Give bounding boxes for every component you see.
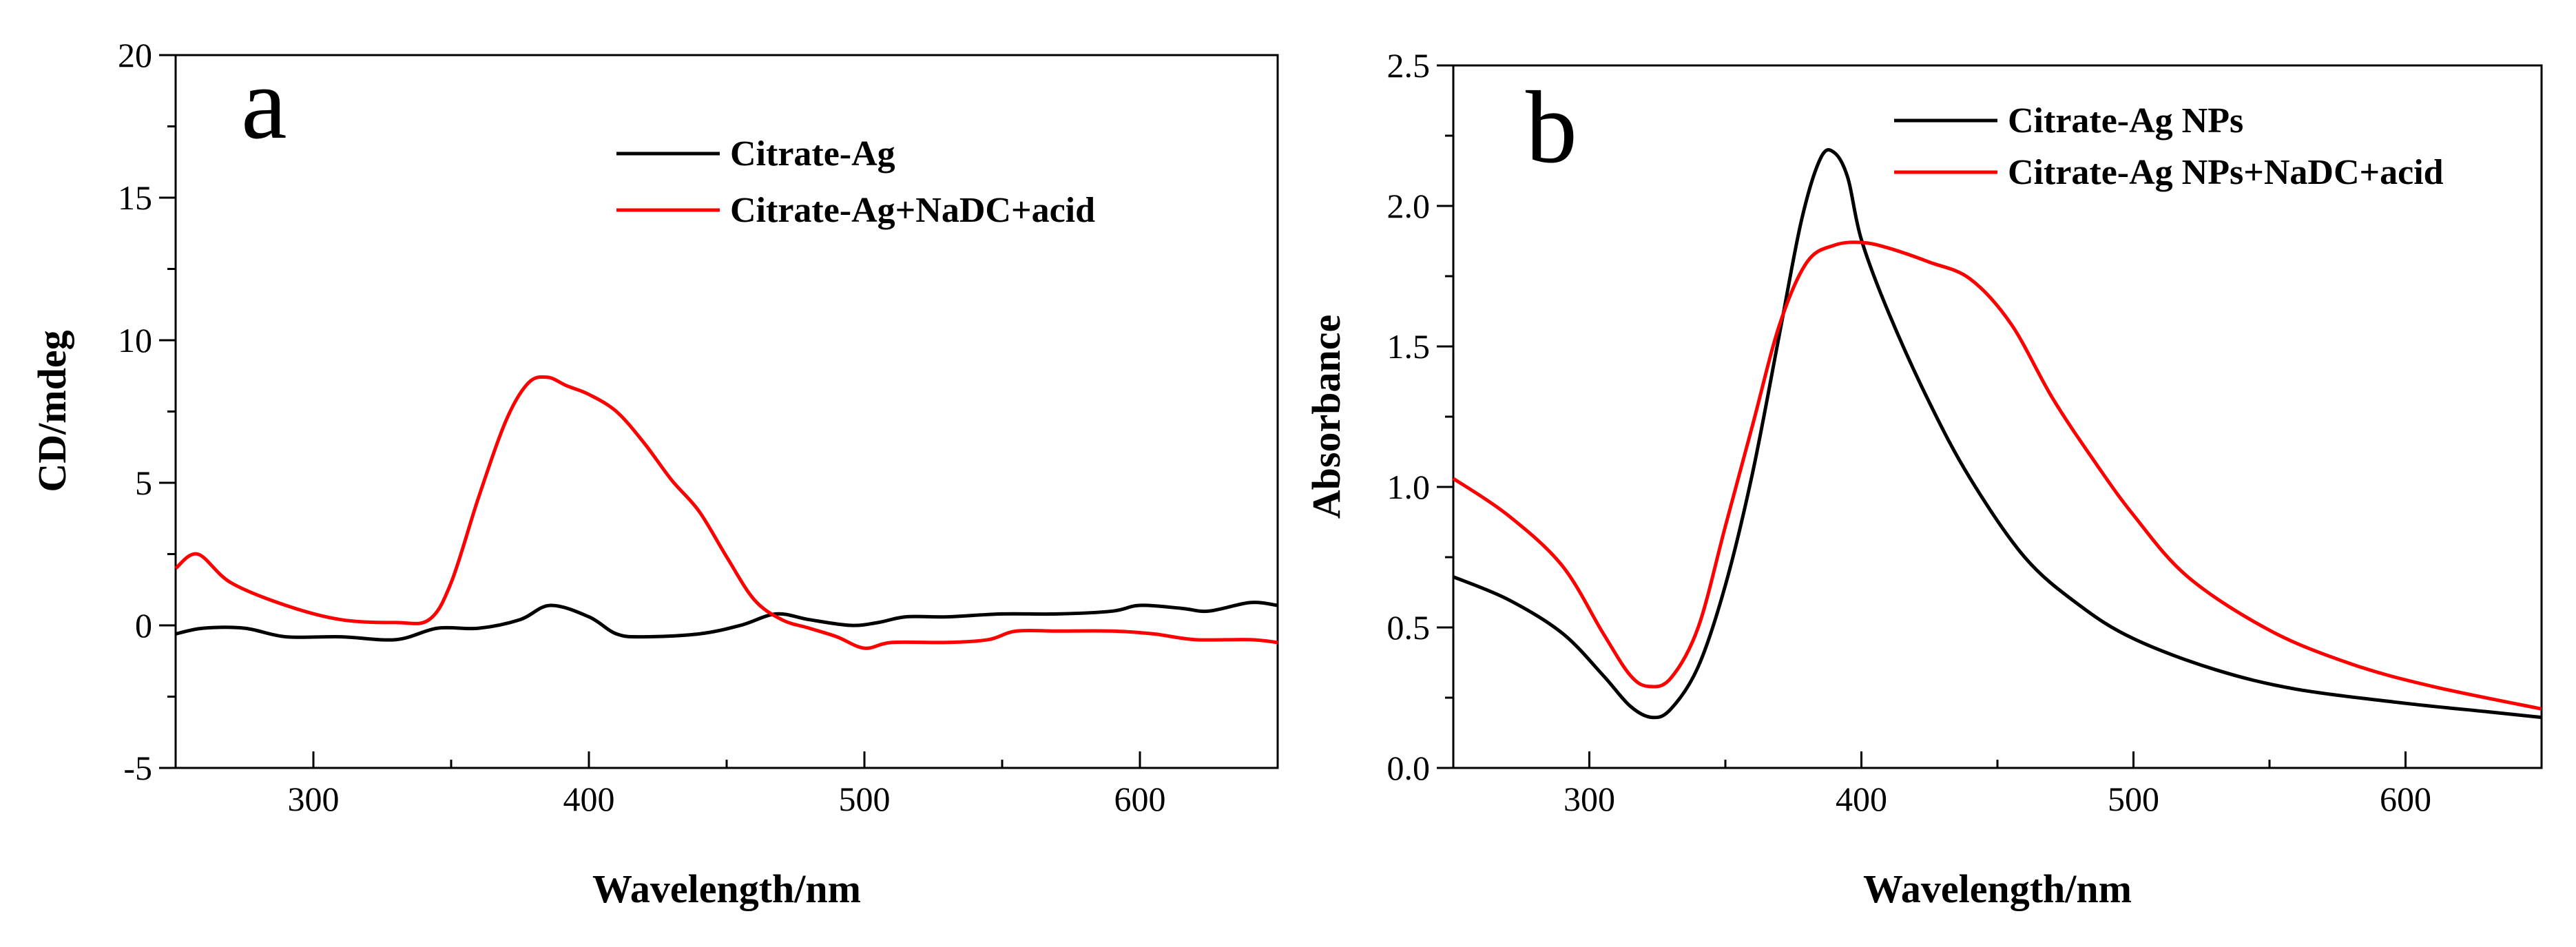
- panel-b-series: [1452, 148, 2542, 720]
- panel-a-plot-frame: [174, 54, 1279, 769]
- x-tick-label: 500: [839, 780, 891, 818]
- series-line-citrate-ag-nps: [1453, 148, 2542, 720]
- y-tick-label: 2.5: [1387, 46, 1431, 85]
- legend-label-citrate-ag: Citrate-Ag: [730, 134, 895, 174]
- x-tick-label: 500: [2108, 780, 2159, 818]
- panel-b-letter: b: [1526, 70, 1577, 185]
- x-tick-label: 400: [1836, 780, 1887, 818]
- y-tick-label: -5: [123, 749, 152, 787]
- panel-a-letter: a: [241, 46, 287, 160]
- y-tick-label: 0: [135, 606, 152, 645]
- panel-a-x-axis-label: Wavelength/nm: [592, 866, 861, 911]
- panel-a-y-axis-label: CD/mdeg: [30, 330, 74, 492]
- panel-a-x-ticks: 300 400 500 600: [174, 751, 1279, 818]
- legend-label-citrate-ag-nadc-acid: Citrate-Ag+NaDC+acid: [730, 191, 1095, 230]
- y-tick-label: 1.0: [1387, 468, 1431, 506]
- y-tick-label: 5: [135, 464, 152, 502]
- panel-b: 300 400 500 600 0.0 0.5 1.0 1.5 2.0 2.5 b Citrat…: [1304, 46, 2543, 911]
- y-tick-label: 2.0: [1387, 187, 1431, 225]
- x-tick-label: 600: [1114, 780, 1166, 818]
- panel-a-series: [174, 375, 1278, 650]
- panel-b-x-axis-label: Wavelength/nm: [1863, 866, 2132, 911]
- y-tick-label: 1.5: [1387, 327, 1431, 366]
- panel-b-y-ticks: 0.0 0.5 1.0 1.5 2.0 2.5: [1387, 46, 1453, 787]
- panel-b-x-ticks: 300 400 500 600: [1452, 751, 2543, 818]
- panel-a-y-ticks: -5 0 5 10 15 20: [118, 36, 176, 787]
- panel-b-y-axis-label: Absorbance: [1304, 315, 1349, 519]
- series-line-citrate-ag: [175, 601, 1278, 642]
- panel-b-legend: Citrate-Ag NPs Citrate-Ag NPs+NaDC+acid: [1894, 101, 2444, 192]
- x-tick-label: 400: [563, 780, 615, 818]
- panel-a-legend: Citrate-Ag Citrate-Ag+NaDC+acid: [616, 134, 1095, 230]
- x-tick-label: 600: [2380, 780, 2431, 818]
- x-tick-label: 300: [288, 780, 340, 818]
- series-line-citrate-ag-nadc-acid: [174, 375, 1278, 650]
- x-tick-label: 300: [1564, 780, 1615, 818]
- panel-a: 300 400 500 600 -5 0 5 10 15 20 a Citrate-Ag Cit…: [30, 36, 1279, 911]
- y-tick-label: 0.0: [1387, 749, 1431, 787]
- y-tick-label: 20: [118, 36, 152, 74]
- y-tick-label: 10: [118, 321, 152, 360]
- legend-label-citrate-ag-nps-nadc-acid: Citrate-Ag NPs+NaDC+acid: [2008, 153, 2444, 192]
- legend-label-citrate-ag-nps: Citrate-Ag NPs: [2008, 101, 2243, 141]
- y-tick-label: 0.5: [1387, 608, 1431, 647]
- y-tick-label: 15: [118, 178, 152, 217]
- series-line-citrate-ag-nps-nadc-acid: [1452, 240, 2542, 711]
